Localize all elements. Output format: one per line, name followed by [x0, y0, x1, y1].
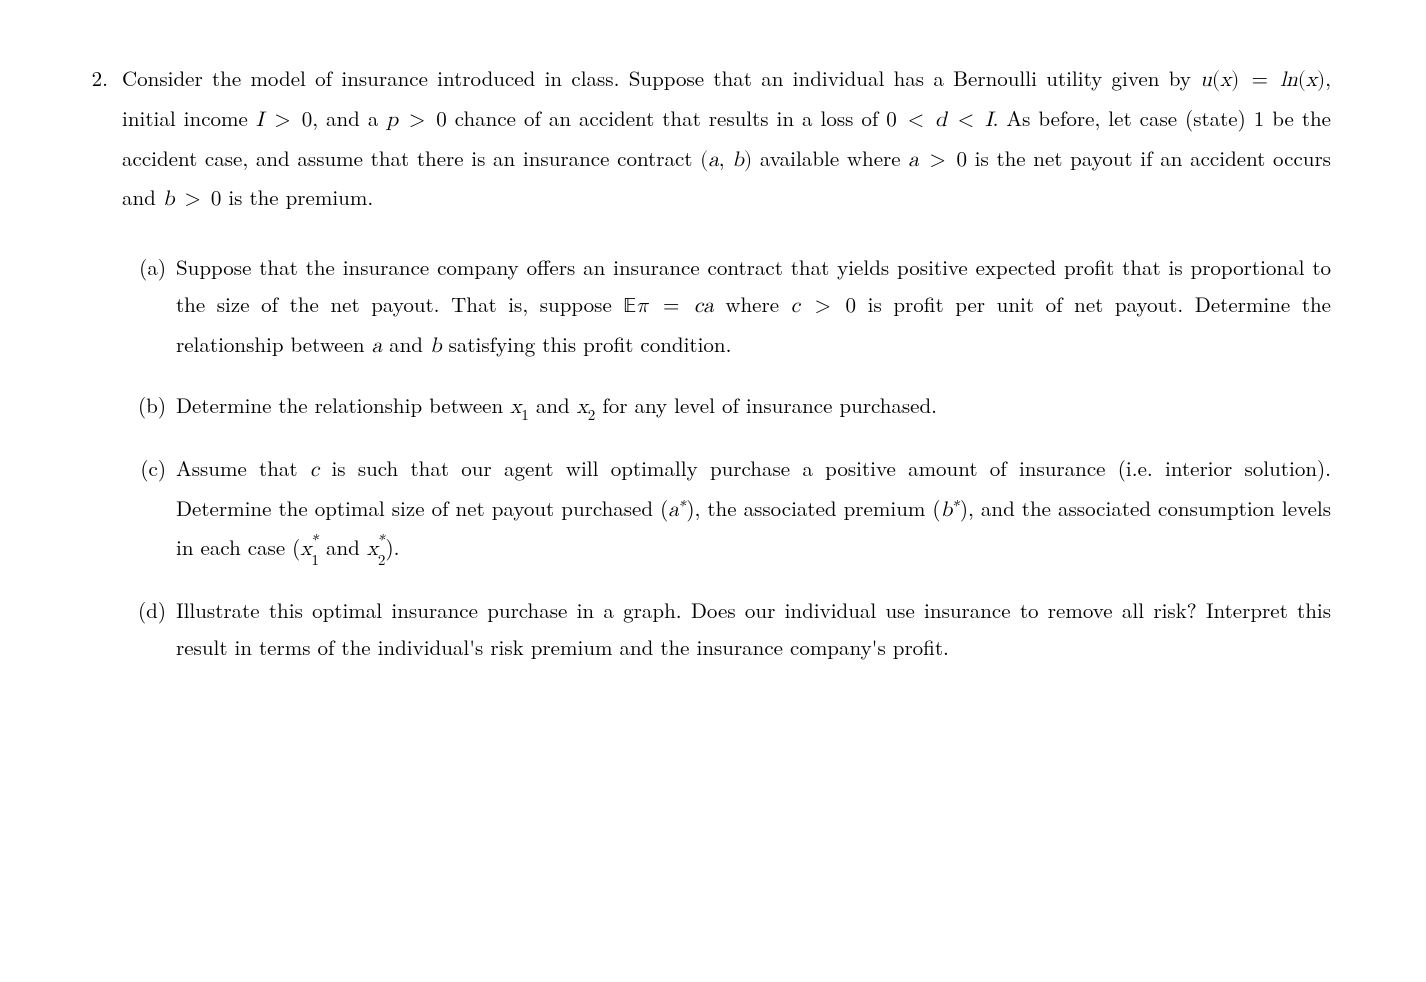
math-income: I > 0 [256, 110, 312, 131]
math-x2: x2 [577, 397, 596, 418]
subpart-body: Illustrate this optimal insurance purcha… [176, 592, 1331, 666]
subpart-label: (a) [122, 249, 176, 286]
problem-body: Consider the model of insurance introduc… [122, 60, 1331, 688]
math-a: a [372, 336, 383, 357]
subpart-a: (a) Suppose that the insurance company o… [122, 249, 1331, 365]
math-utility: u(x) = ln(x) [1200, 70, 1325, 91]
subpart-body: Assume that c is such that our agent wil… [176, 450, 1331, 570]
subpart-b: (b) Determine the relationship between x… [122, 387, 1331, 428]
math-contract: (a, b) [700, 150, 752, 171]
math-loss: 0 < d < I [886, 110, 992, 131]
math-b: b [430, 336, 442, 357]
math-x1-star: x∗1 [300, 539, 319, 560]
subpart-c: (c) Assume that c is such that our agent… [122, 450, 1331, 570]
math-c-cond: c > 0 [791, 296, 856, 317]
math-a-cond: a > 0 [908, 150, 967, 171]
subpart-d: (d) Illustrate this optimal insurance pu… [122, 592, 1331, 666]
math-expected-profit: 𝔼π = ca [623, 296, 713, 317]
math-b-star: b∗ [941, 500, 960, 521]
problem-number: 2. [50, 60, 122, 97]
subpart-body: Suppose that the insurance company offer… [176, 249, 1331, 365]
subpart-label: (d) [122, 592, 176, 629]
problem-intro: Consider the model of insurance introduc… [122, 60, 1331, 219]
subpart-label: (b) [122, 387, 176, 424]
subparts-list: (a) Suppose that the insurance company o… [122, 249, 1331, 666]
math-c: c [310, 460, 319, 481]
subpart-label: (c) [122, 450, 176, 487]
math-x1: x1 [510, 397, 529, 418]
math-b-cond: b > 0 [163, 189, 221, 210]
problem-2: 2. Consider the model of insurance intro… [50, 60, 1331, 688]
math-prob: p > 0 [386, 110, 446, 131]
subpart-body: Determine the relationship between x1 an… [176, 387, 1331, 428]
math-a-star: a∗ [668, 500, 686, 521]
document-page: 2. Consider the model of insurance intro… [0, 0, 1426, 982]
math-x2-star: x∗2 [367, 539, 386, 560]
